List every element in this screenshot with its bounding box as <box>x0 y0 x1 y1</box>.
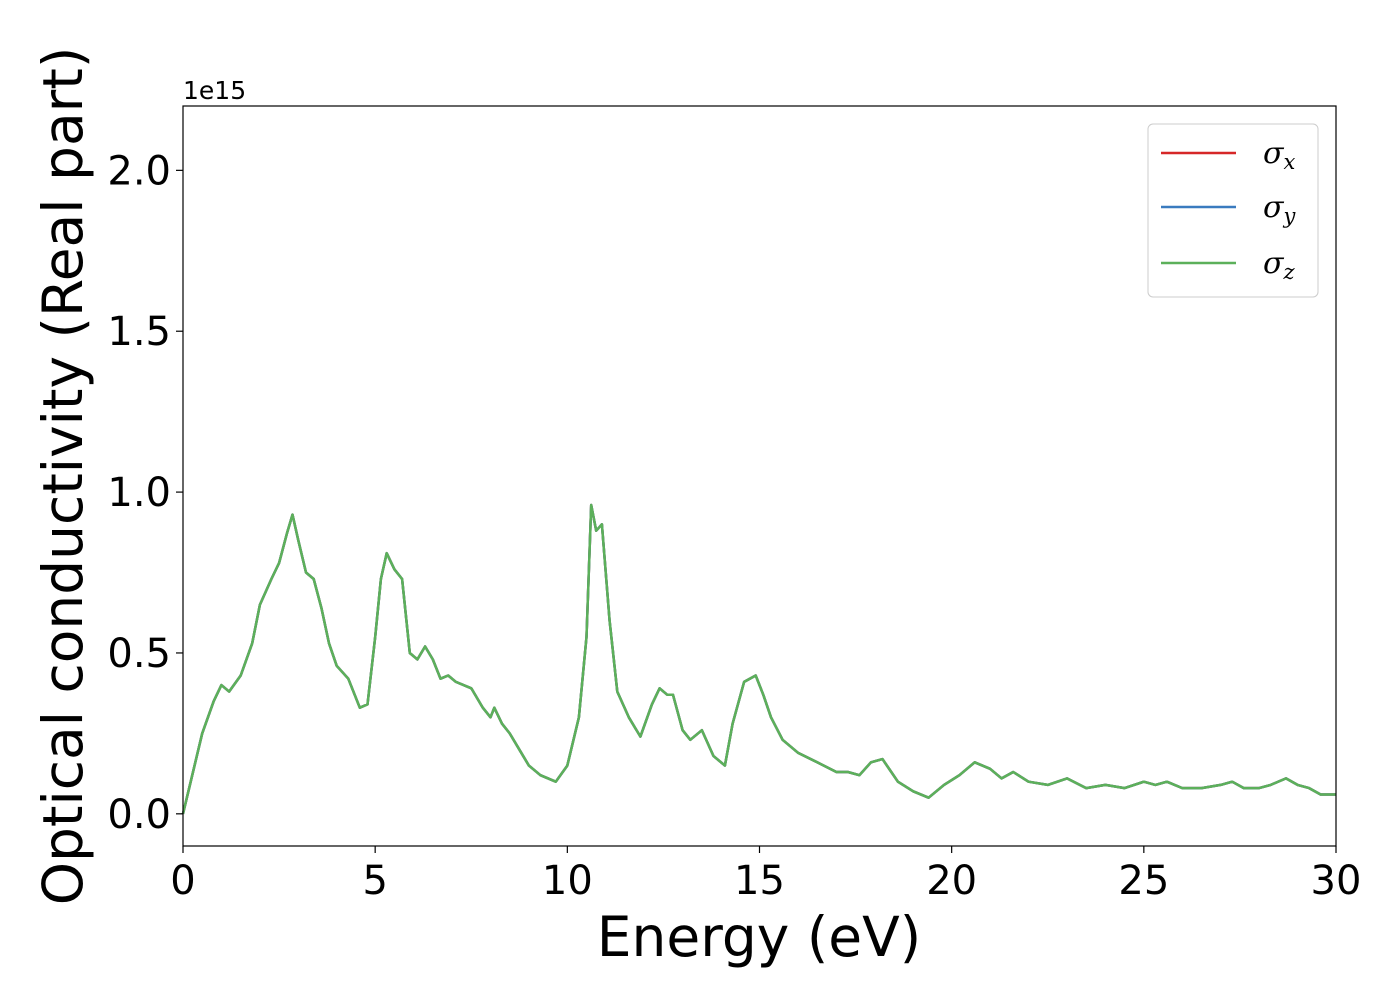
legend-box <box>1147 123 1319 298</box>
legend-label-3: σz <box>1263 246 1295 284</box>
x-tick-label: 25 <box>1118 858 1169 904</box>
y-tick-label: 2.0 <box>107 148 171 194</box>
x-axis: 0 5 10 15 20 25 30 <box>170 846 1361 904</box>
legend: σx σy σz <box>1147 123 1319 298</box>
x-tick-label: 0 <box>170 858 195 904</box>
y-tick-label: 1.5 <box>107 309 171 355</box>
x-tick-label: 30 <box>1311 858 1362 904</box>
series-line-2 <box>181 503 1336 815</box>
legend-label-2: σy <box>1263 190 1296 228</box>
x-tick-label: 20 <box>926 858 977 904</box>
y-offset-label: 1e15 <box>183 76 246 105</box>
series-lines <box>181 503 1336 815</box>
x-tick-label: 15 <box>734 858 785 904</box>
x-tick-label: 5 <box>362 858 387 904</box>
series-line-3 <box>181 503 1336 815</box>
y-axis-title: Optical conductivity (Real part) <box>31 47 95 906</box>
series-line-1 <box>181 503 1336 815</box>
y-tick-label: 0.5 <box>107 631 171 677</box>
y-tick-label: 1.0 <box>107 470 171 516</box>
y-axis: 0.0 0.5 1.0 1.5 2.0 <box>107 148 183 838</box>
legend-items: σx σy σz <box>1161 136 1296 284</box>
x-axis-title: Energy (eV) <box>597 905 921 969</box>
legend-label-1: σx <box>1263 136 1295 174</box>
x-tick-label: 10 <box>542 858 593 904</box>
y-tick-label: 0.0 <box>107 792 171 838</box>
